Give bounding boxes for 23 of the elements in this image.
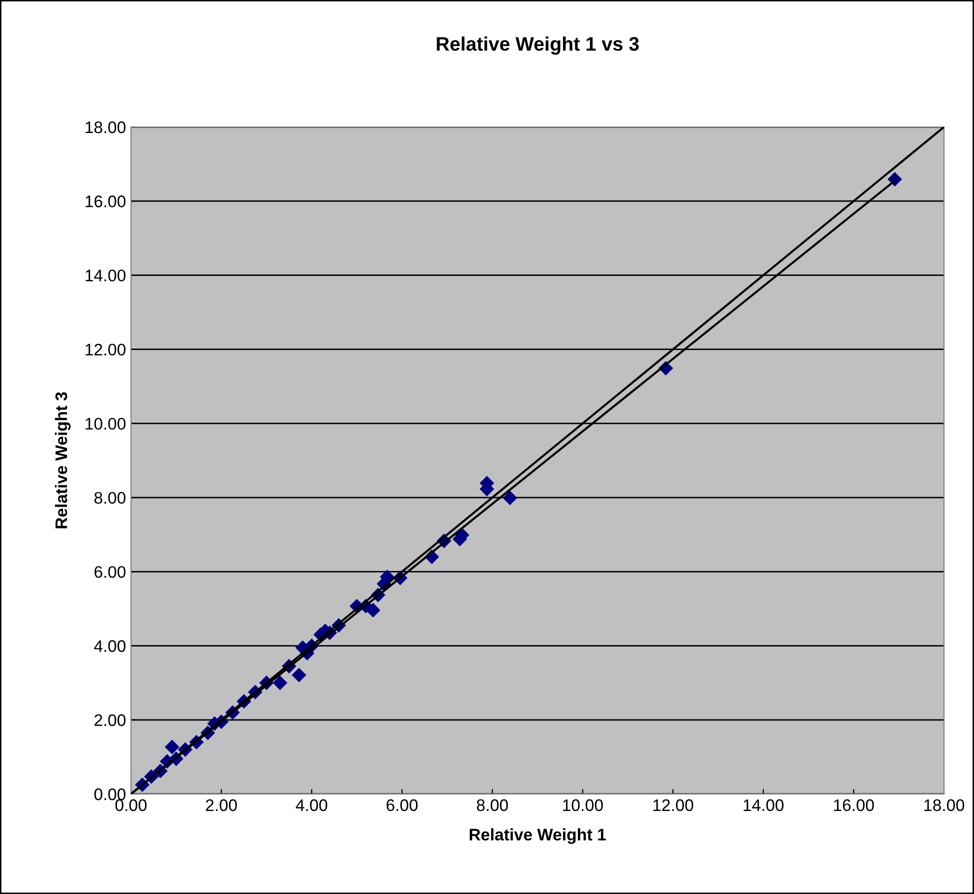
y-tick-label: 10.00 <box>86 418 126 430</box>
x-tick-label: 16.00 <box>834 799 874 812</box>
y-tick-label: 16.00 <box>86 196 126 208</box>
x-tick-label: 12.00 <box>653 799 694 812</box>
x-axis-title: Relative Weight 1 <box>470 828 606 844</box>
y-tick-label: 18.00 <box>86 121 126 134</box>
y-axis-title: Relative Weight 3 <box>54 392 71 528</box>
x-tick-label: 4.00 <box>296 799 328 812</box>
x-tick-label: 6.00 <box>386 799 418 812</box>
y-tick-label: 4.00 <box>94 640 126 652</box>
x-tick-label: 14.00 <box>744 799 784 812</box>
y-tick-label: 6.00 <box>94 566 126 578</box>
y-tick-label: 12.00 <box>86 344 126 356</box>
y-tick-label: 2.00 <box>94 714 126 726</box>
y-tick-label: 8.00 <box>94 492 126 504</box>
y-tick-label: 0.00 <box>94 788 126 800</box>
x-tick-label: 8.00 <box>476 799 508 812</box>
y-tick-label: 14.00 <box>86 270 126 282</box>
x-tick-label: 18.00 <box>924 799 964 812</box>
x-tick-label: 0.00 <box>115 799 147 812</box>
x-tick-label: 2.00 <box>206 799 237 812</box>
chart-title: Relative Weight 1 vs 3 <box>436 36 639 55</box>
x-tick-label: 10.00 <box>563 799 603 812</box>
